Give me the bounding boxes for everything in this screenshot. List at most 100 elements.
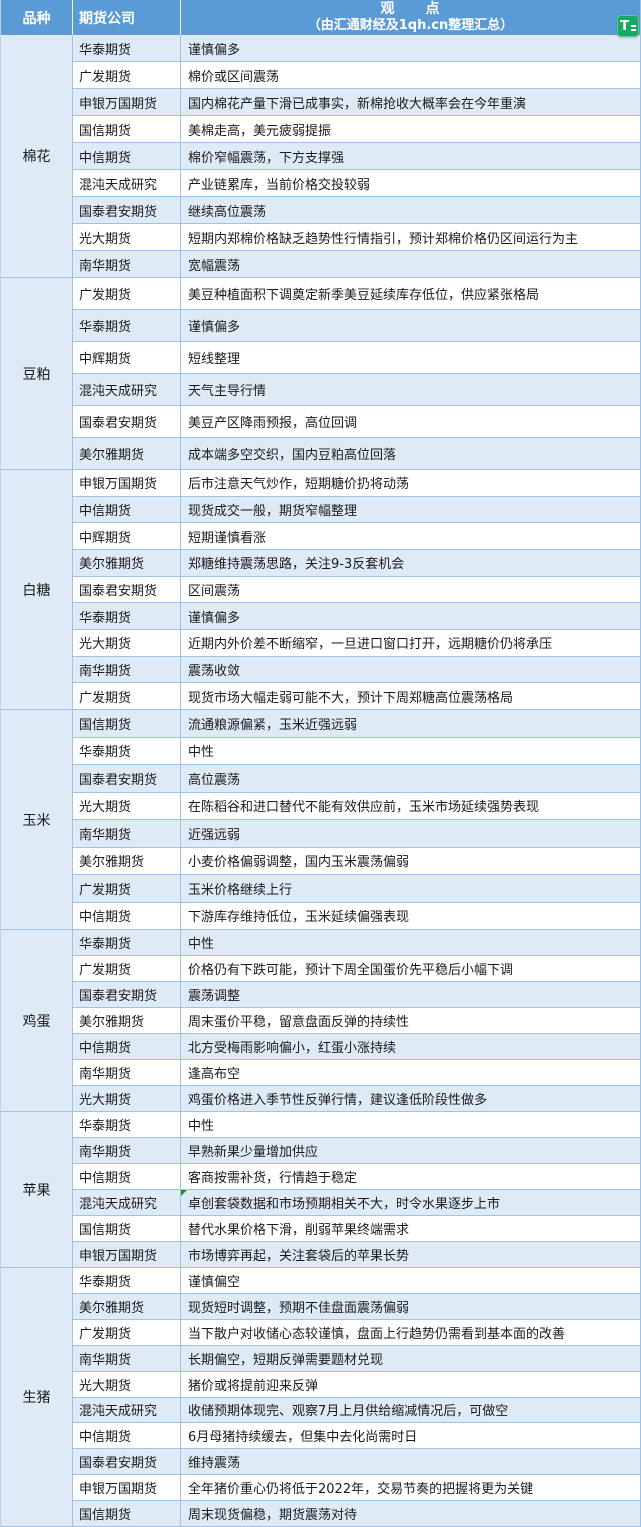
commodity-label: 豆粕 xyxy=(1,278,73,470)
table-row: 申银万国期货 国内棉花产量下滑已成事实，新棉抢收大概率会在今年重演 xyxy=(73,89,640,116)
commodity-rows: 华泰期货 谨慎偏空 美尔雅期货 现货短时调整，预期不佳盘面震荡偏弱 广发期货 当下散户对收… xyxy=(73,1268,640,1527)
company-cell: 华泰期货 xyxy=(73,1112,181,1137)
company-cell: 国信期货 xyxy=(73,1501,181,1527)
commodity-rows: 华泰期货 中性 南华期货 早熟新果少量增加供应 中信期货 客商按需补货，行情趋于稳定 混沌天… xyxy=(73,1112,640,1268)
company-cell: 南华期货 xyxy=(73,1060,181,1085)
table-row: 华泰期货 谨慎偏多 xyxy=(73,603,640,631)
table-row: 美尔雅期货 成本端多空交织，国内豆粕高位回落 xyxy=(73,438,640,470)
commodity-rows: 华泰期货 谨慎偏多 广发期货 棉价或区间震荡 申银万国期货 国内棉花产量下滑已成事实，新棉… xyxy=(73,35,640,278)
header-viewpoint: 观 点 （由汇通财经及1qh.cn整理汇总） xyxy=(181,0,640,35)
table-row: 国信期货 替代水果价格下滑，削弱苹果终端需求 xyxy=(73,1216,640,1242)
view-cell: 价格仍有下跌可能，预计下周全国蛋价先平稳后小幅下调 xyxy=(188,963,514,978)
view-cell: 短期谨慎看涨 xyxy=(188,530,267,546)
company-cell: 中信期货 xyxy=(73,1164,181,1189)
table-row: 国泰君安期货 美豆产区降雨预报，高位回调 xyxy=(73,406,640,438)
table-row: 中信期货 北方受梅雨影响偏小，红蛋小涨持续 xyxy=(73,1034,640,1060)
table-row: 混沌天成研究 天气主导行情 xyxy=(73,374,640,406)
view-cell: 维持震荡 xyxy=(188,1456,241,1472)
view-cell: 全年猪价重心仍将低于2022年，交易节奏的把握将更为关键 xyxy=(188,1482,534,1498)
table-row: 广发期货 棉价或区间震荡 xyxy=(73,62,640,89)
view-cell: 市场博弈再起，关注套袋后的苹果长势 xyxy=(188,1249,410,1264)
view-cell: 小麦价格偏弱调整，国内玉米震荡偏弱 xyxy=(188,855,410,871)
commodity-section: 棉花 华泰期货 谨慎偏多 广发期货 棉价或区间震荡 申银万国期货 国内棉花产量下滑已成事实，… xyxy=(1,35,640,278)
table-row: 申银万国期货 全年猪价重心仍将低于2022年，交易节奏的把握将更为关键 xyxy=(73,1475,640,1502)
table-row: 混沌天成研究 产业链累库，当前价格交投较弱 xyxy=(73,170,640,197)
view-cell: 现货短时调整，预期不佳盘面震荡偏弱 xyxy=(188,1300,410,1316)
table-row: 国泰君安期货 维持震荡 xyxy=(73,1449,640,1476)
commodity-section: 鸡蛋 华泰期货 中性 广发期货 价格仍有下跌可能，预计下周全国蛋价先平稳后小幅下调 国泰君… xyxy=(1,930,640,1112)
company-cell: 光大期货 xyxy=(73,1371,181,1397)
company-cell: 广发期货 xyxy=(73,956,181,981)
company-cell: 中辉期货 xyxy=(73,342,181,373)
company-cell: 国信期货 xyxy=(73,710,181,737)
tool-icon-lines xyxy=(630,25,636,31)
view-cell: 谨慎偏多 xyxy=(188,610,241,626)
company-cell: 华泰期货 xyxy=(73,603,181,630)
view-cell: 在陈稻谷和进口替代不能有效供应前，玉米市场延续强势表现 xyxy=(188,800,540,816)
company-cell: 混沌天成研究 xyxy=(73,170,181,196)
table-row: 申银万国期货 后市注意天气炒作，短期糖价扔将动荡 xyxy=(73,470,640,497)
view-cell: 谨慎偏多 xyxy=(188,42,241,58)
header-viewpoint-subtitle: （由汇通财经及1qh.cn整理汇总） xyxy=(307,18,514,34)
table-row: 华泰期货 中性 xyxy=(73,930,640,956)
green-T-tool-icon[interactable]: T xyxy=(617,15,639,37)
table-row: 光大期货 在陈稻谷和进口替代不能有效供应前，玉米市场延续强势表现 xyxy=(73,792,640,820)
table-row: 中信期货 现货成交一般，期货窄幅整理 xyxy=(73,496,640,524)
view-cell: 鸡蛋价格进入季节性反弹行情，建议逢低阶段性做多 xyxy=(188,1093,488,1108)
commodity-rows: 广发期货 美豆种植面积下调奠定新季美豆延续库存低位，供应紧张格局 华泰期货 谨慎偏多中… xyxy=(73,278,640,470)
company-cell: 国信期货 xyxy=(73,1216,181,1241)
company-cell: 中信期货 xyxy=(73,1423,181,1449)
company-cell: 广发期货 xyxy=(73,62,181,88)
view-cell: 早熟新果少量增加供应 xyxy=(188,1145,319,1160)
company-cell: 南华期货 xyxy=(73,1138,181,1163)
commodity-label: 棉花 xyxy=(1,35,73,278)
view-cell: 棉价窄幅震荡，下方支撑强 xyxy=(188,150,345,166)
view-cell: 谨慎偏空 xyxy=(188,1274,241,1290)
view-cell: 替代水果价格下滑，削弱苹果终端需求 xyxy=(188,1223,410,1238)
company-cell: 美尔雅期货 xyxy=(73,550,181,576)
view-cell: 北方受梅雨影响偏小，红蛋小涨持续 xyxy=(188,1041,397,1056)
view-cell: 天气主导行情 xyxy=(188,384,267,399)
view-cell: 周末蛋价平稳，留意盘面反弹的持续性 xyxy=(188,1015,410,1030)
company-cell: 中信期货 xyxy=(73,1034,181,1059)
table-row: 广发期货 价格仍有下跌可能，预计下周全国蛋价先平稳后小幅下调 xyxy=(73,956,640,982)
view-cell: 周末现货偏稳，期货震荡对待 xyxy=(188,1508,358,1524)
company-cell: 混沌天成研究 xyxy=(73,374,181,405)
view-cell: 产业链累库，当前价格交投较弱 xyxy=(188,177,371,193)
table-row: 混沌天成研究 卓创套袋数据和市场预期相关不大，时令水果逐步上市 xyxy=(73,1190,640,1216)
company-cell: 国泰君安期货 xyxy=(73,765,181,792)
table-row: 国泰君安期货 区间震荡 xyxy=(73,576,640,604)
table-row: 光大期货 近期内外价差不断缩窄，一旦进口窗口打开，远期糖价仍将承压 xyxy=(73,630,640,657)
commodity-label: 鸡蛋 xyxy=(1,930,73,1112)
view-cell: 流通粮源偏紧，玉米近强远弱 xyxy=(188,717,358,733)
commodity-section: 苹果 华泰期货 中性 南华期货 早熟新果少量增加供应 中信期货 客商按需补货，行情趋于稳定混… xyxy=(1,1112,640,1268)
table-row: 南华期货 早熟新果少量增加供应 xyxy=(73,1138,640,1164)
company-cell: 美尔雅期货 xyxy=(73,847,181,874)
tool-icon-glyph: T xyxy=(620,18,629,34)
company-cell: 华泰期货 xyxy=(73,737,181,764)
view-cell: 郑糖维持震荡思路，关注9-3反套机会 xyxy=(188,557,405,573)
company-cell: 美尔雅期货 xyxy=(73,1008,181,1033)
company-cell: 华泰期货 xyxy=(73,930,181,955)
view-cell: 6月母猪持续缓去，但集中去化尚需时日 xyxy=(188,1430,418,1446)
table-row: 混沌天成研究 收储预期体现完、观察7月上月供给缩减情况后，可做空 xyxy=(73,1397,640,1424)
view-cell: 现货成交一般，期货窄幅整理 xyxy=(188,504,358,519)
company-cell: 国泰君安期货 xyxy=(73,982,181,1007)
view-cell: 继续高位震荡 xyxy=(188,204,267,220)
company-cell: 广发期货 xyxy=(73,278,181,309)
company-cell: 国泰君安期货 xyxy=(73,406,181,437)
view-cell: 宽幅震荡 xyxy=(188,258,241,274)
table-row: 南华期货 宽幅震荡 xyxy=(73,251,640,278)
company-cell: 南华期货 xyxy=(73,820,181,847)
table-row: 中信期货 棉价窄幅震荡，下方支撑强 xyxy=(73,143,640,170)
table-row: 广发期货 玉米价格继续上行 xyxy=(73,875,640,903)
view-cell: 短线整理 xyxy=(188,352,241,367)
table-row: 中辉期货 短期谨慎看涨 xyxy=(73,523,640,551)
table-row: 光大期货 短期内郑棉价格缺乏趋势性行情指引，预计郑棉价格仍区间运行为主 xyxy=(73,224,640,251)
table-row: 美尔雅期货 小麦价格偏弱调整，国内玉米震荡偏弱 xyxy=(73,847,640,875)
table-row: 华泰期货 谨慎偏多 xyxy=(73,35,640,62)
header-variety: 品种 xyxy=(1,0,73,35)
view-cell: 玉米价格继续上行 xyxy=(188,882,293,898)
table-row: 华泰期货 中性 xyxy=(73,1112,640,1138)
